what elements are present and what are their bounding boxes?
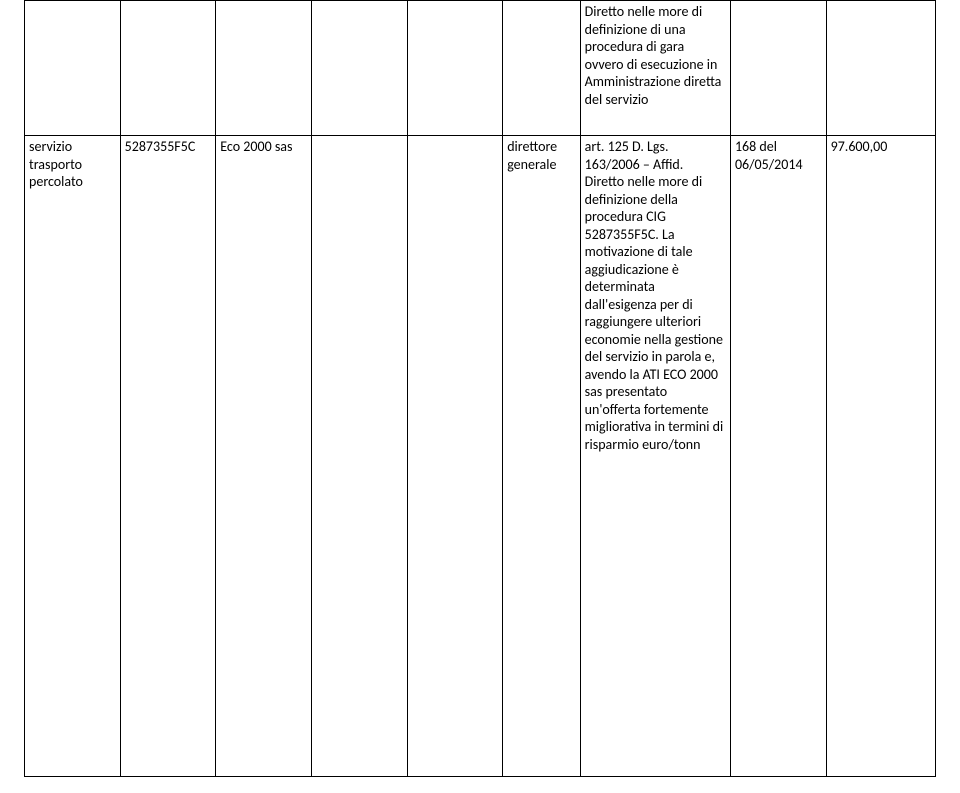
page: Diretto nelle more di definizione di una… bbox=[0, 0, 960, 793]
cell bbox=[730, 1, 826, 136]
cell: Diretto nelle more di definizione di una… bbox=[580, 1, 730, 136]
cell: Eco 2000 sas bbox=[216, 136, 312, 777]
cell: direttore generale bbox=[503, 136, 580, 777]
cell bbox=[407, 136, 503, 777]
cell bbox=[826, 1, 935, 136]
cell-text: 5287355F5C bbox=[125, 138, 212, 156]
cell bbox=[216, 1, 312, 136]
cell-text: Diretto nelle more di definizione di una… bbox=[585, 3, 726, 108]
table-row: servizio trasporto percolato 5287355F5C … bbox=[25, 136, 936, 777]
cell-text: 97.600,00 bbox=[831, 138, 931, 156]
data-table: Diretto nelle more di definizione di una… bbox=[24, 0, 936, 777]
cell-text: direttore generale bbox=[507, 138, 575, 173]
cell: 97.600,00 bbox=[826, 136, 935, 777]
cell bbox=[311, 136, 407, 777]
cell-text: Eco 2000 sas bbox=[220, 138, 307, 156]
cell: art. 125 D. Lgs. 163/2006 – Affid. Diret… bbox=[580, 136, 730, 777]
cell bbox=[503, 1, 580, 136]
cell: servizio trasporto percolato bbox=[25, 136, 121, 777]
cell: 5287355F5C bbox=[120, 136, 216, 777]
cell bbox=[120, 1, 216, 136]
cell bbox=[407, 1, 503, 136]
cell bbox=[25, 1, 121, 136]
cell bbox=[311, 1, 407, 136]
cell-text: servizio trasporto percolato bbox=[29, 138, 116, 191]
table-row: Diretto nelle more di definizione di una… bbox=[25, 1, 936, 136]
cell: 168 del 06/05/2014 bbox=[730, 136, 826, 777]
cell-text: art. 125 D. Lgs. 163/2006 – Affid. Diret… bbox=[585, 138, 726, 453]
cell-text: 168 del 06/05/2014 bbox=[735, 138, 822, 173]
